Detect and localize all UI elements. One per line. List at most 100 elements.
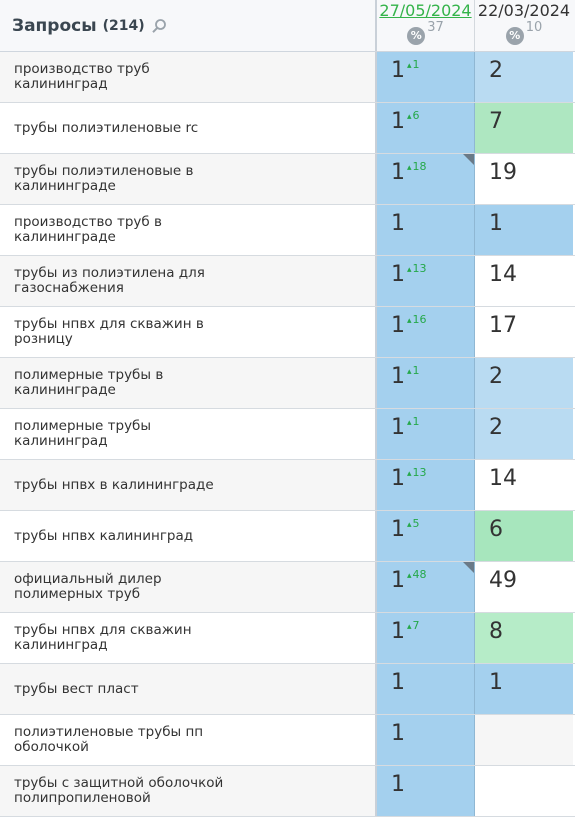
table-row: полимерные трубы калининград 11 2 xyxy=(0,409,575,460)
percent-value-2: 10 xyxy=(525,20,543,35)
table-row: производство труб калининград 11 2 xyxy=(0,52,575,103)
position-delta: 6 xyxy=(407,109,420,122)
position-cell-1[interactable]: 11 xyxy=(377,409,475,459)
position-delta: 18 xyxy=(407,160,427,173)
table-row: полиэтиленовые трубы пп оболочкой 1 xyxy=(0,715,575,766)
position-cell-2[interactable]: 19 xyxy=(475,154,573,204)
query-cell[interactable]: трубы полиэтиленовые rc xyxy=(0,103,377,153)
position-cell-2[interactable]: 8 xyxy=(475,613,573,663)
query-text: производство труб калининград xyxy=(14,61,150,92)
queries-count: (214) xyxy=(102,17,145,34)
position-cell-2[interactable]: 1 xyxy=(475,664,573,714)
queries-title: Запросы xyxy=(12,15,97,36)
query-cell[interactable]: трубы нпвх для скважин в розницу xyxy=(0,307,377,357)
query-cell[interactable]: трубы вест пласт xyxy=(0,664,377,714)
position-value-2: 2 xyxy=(489,415,503,440)
position-cell-1[interactable]: 11 xyxy=(377,52,475,102)
table-row: трубы вест пласт 1 1 xyxy=(0,664,575,715)
position-value-1: 1 xyxy=(391,568,405,593)
position-value-2: 8 xyxy=(489,619,503,644)
position-value-2: 2 xyxy=(489,364,503,389)
position-delta: 1 xyxy=(407,58,420,71)
position-value-2: 1 xyxy=(489,670,503,695)
position-cell-1[interactable]: 17 xyxy=(377,613,475,663)
position-cell-1[interactable]: 1 xyxy=(377,715,475,765)
position-value-1: 1 xyxy=(391,109,405,134)
query-cell[interactable]: полимерные трубы в калининграде xyxy=(0,358,377,408)
table-row: трубы нпвх калининград 15 6 xyxy=(0,511,575,562)
query-cell[interactable]: полимерные трубы калининград xyxy=(0,409,377,459)
query-cell[interactable]: трубы полиэтиленовые в калининграде xyxy=(0,154,377,204)
position-cell-2[interactable]: 2 xyxy=(475,409,573,459)
search-icon[interactable] xyxy=(151,18,167,34)
queries-header: Запросы (214) xyxy=(0,0,377,51)
percent-icon[interactable]: % xyxy=(407,27,426,45)
position-delta: 1 xyxy=(407,415,420,428)
query-text: полимерные трубы калининград xyxy=(14,418,152,449)
position-value-1: 1 xyxy=(391,721,405,746)
table-row: трубы полиэтиленовые в калининграде 118 19 xyxy=(0,154,575,205)
date-column-2: 22/03/2024 % 10 xyxy=(475,0,573,51)
position-cell-2[interactable]: 6 xyxy=(475,511,573,561)
position-cell-1[interactable]: 1 xyxy=(377,664,475,714)
query-cell[interactable]: производство труб калининград xyxy=(0,52,377,102)
note-marker-icon xyxy=(463,154,474,165)
position-cell-2[interactable]: 17 xyxy=(475,307,573,357)
query-cell[interactable]: официальный дилер полимерных труб xyxy=(0,562,377,612)
percent-icon[interactable]: % xyxy=(505,27,524,45)
position-value-1: 1 xyxy=(391,160,405,185)
position-value-2: 2 xyxy=(489,58,503,83)
position-cell-1[interactable]: 113 xyxy=(377,256,475,306)
position-cell-1[interactable]: 11 xyxy=(377,358,475,408)
query-text: полимерные трубы в калининграде xyxy=(14,367,164,398)
query-cell[interactable]: трубы нпвх в калининграде xyxy=(0,460,377,510)
position-cell-2[interactable] xyxy=(475,766,573,816)
position-cell-2[interactable]: 7 xyxy=(475,103,573,153)
position-value-2: 49 xyxy=(489,568,517,593)
query-cell[interactable]: трубы нпвх калининград xyxy=(0,511,377,561)
query-text: официальный дилер полимерных труб xyxy=(14,571,162,602)
query-cell[interactable]: трубы нпвх для скважин калининград xyxy=(0,613,377,663)
query-cell[interactable]: производство труб в калининграде xyxy=(0,205,377,255)
query-cell[interactable]: полиэтиленовые трубы пп оболочкой xyxy=(0,715,377,765)
position-value-2: 1 xyxy=(489,211,503,236)
position-cell-2[interactable]: 1 xyxy=(475,205,573,255)
position-value-1: 1 xyxy=(391,364,405,389)
table-row: трубы полиэтиленовые rc 16 7 xyxy=(0,103,575,154)
position-cell-2[interactable]: 2 xyxy=(475,358,573,408)
position-value-2: 19 xyxy=(489,160,517,185)
position-value-1: 1 xyxy=(391,58,405,83)
position-cell-1[interactable]: 118 xyxy=(377,154,475,204)
position-cell-2[interactable]: 14 xyxy=(475,460,573,510)
table-row: трубы из полиэтилена для газоснабжения11… xyxy=(0,256,575,307)
position-cell-1[interactable]: 113 xyxy=(377,460,475,510)
position-cell-1[interactable]: 116 xyxy=(377,307,475,357)
date-label-2[interactable]: 22/03/2024 xyxy=(477,1,571,20)
table-body: производство труб калининград112трубы по… xyxy=(0,52,575,817)
position-cell-1[interactable]: 148 xyxy=(377,562,475,612)
table-row: трубы нпвх в калининграде 113 14 xyxy=(0,460,575,511)
position-cell-1[interactable]: 15 xyxy=(377,511,475,561)
query-text: производство труб в калининграде xyxy=(14,214,162,245)
position-value-1: 1 xyxy=(391,466,405,491)
table-row: полимерные трубы в калининграде 11 2 xyxy=(0,358,575,409)
query-text: полиэтиленовые трубы пп оболочкой xyxy=(14,724,204,755)
position-delta: 16 xyxy=(407,313,427,326)
position-cell-2[interactable]: 2 xyxy=(475,52,573,102)
position-value-2: 7 xyxy=(489,109,503,134)
position-cell-2[interactable]: 49 xyxy=(475,562,573,612)
table-row: производство труб в калининграде 1 1 xyxy=(0,205,575,256)
query-cell[interactable]: трубы с защитной оболочкой полипропилено… xyxy=(0,766,377,816)
position-value-2: 14 xyxy=(489,262,517,287)
query-text: трубы из полиэтилена для газоснабжения xyxy=(14,265,205,296)
position-value-1: 1 xyxy=(391,262,405,287)
position-value-1: 1 xyxy=(391,670,405,695)
position-cell-2[interactable] xyxy=(475,715,573,765)
query-text: трубы нпвх для скважин калининград xyxy=(14,622,192,653)
position-cell-1[interactable]: 1 xyxy=(377,205,475,255)
query-cell[interactable]: трубы из полиэтилена для газоснабжения xyxy=(0,256,377,306)
date-link-1[interactable]: 27/05/2024 xyxy=(379,1,472,20)
position-cell-2[interactable]: 14 xyxy=(475,256,573,306)
position-cell-1[interactable]: 16 xyxy=(377,103,475,153)
position-cell-1[interactable]: 1 xyxy=(377,766,475,816)
